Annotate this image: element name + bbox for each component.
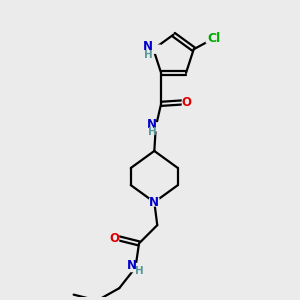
FancyBboxPatch shape bbox=[147, 122, 164, 131]
Text: O: O bbox=[182, 96, 192, 109]
Text: N: N bbox=[147, 118, 157, 131]
Text: H: H bbox=[135, 266, 143, 275]
FancyBboxPatch shape bbox=[109, 234, 119, 242]
FancyBboxPatch shape bbox=[143, 44, 161, 54]
Text: H: H bbox=[144, 50, 152, 59]
Text: O: O bbox=[109, 232, 119, 244]
FancyBboxPatch shape bbox=[182, 98, 192, 107]
Text: H: H bbox=[148, 127, 157, 137]
FancyBboxPatch shape bbox=[206, 34, 223, 44]
Text: N: N bbox=[127, 259, 137, 272]
Text: N: N bbox=[149, 196, 159, 209]
Text: N: N bbox=[143, 40, 153, 53]
Text: Cl: Cl bbox=[208, 32, 221, 45]
FancyBboxPatch shape bbox=[126, 263, 145, 272]
FancyBboxPatch shape bbox=[149, 198, 160, 207]
